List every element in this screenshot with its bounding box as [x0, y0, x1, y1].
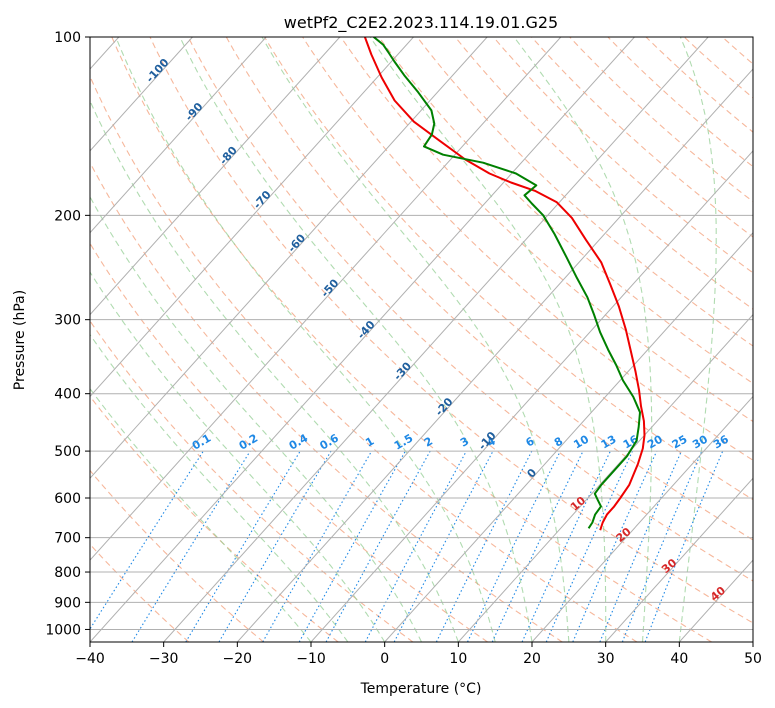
temperature-profile-line — [363, 37, 646, 531]
moist-adiabat-line — [90, 271, 386, 642]
x-tick-label: 30 — [597, 651, 615, 667]
isotherm-gridline — [163, 37, 709, 642]
y-tick-label: 100 — [54, 30, 81, 46]
mixing-ratio-line — [298, 450, 406, 642]
y-tick-label: 900 — [54, 595, 81, 611]
mixing-ratio-line — [572, 450, 658, 642]
isotherm-gridline — [236, 68, 753, 642]
isotherm-gridline — [531, 395, 753, 642]
mixing-ratio-line — [325, 450, 431, 642]
dry-adiabat-line — [90, 395, 339, 642]
x-axis-ticks: −40 −30 −20 −10 0 10 20 30 40 50 — [75, 642, 762, 667]
isotherm-gridlines — [90, 37, 753, 642]
dry-adiabat-line — [90, 161, 563, 642]
y-tick-label: 500 — [54, 444, 81, 460]
isotherm-gridline — [90, 37, 488, 480]
mixing-ratio-line — [644, 450, 724, 642]
dry-adiabat-line — [454, 37, 753, 310]
y-tick-label: 600 — [54, 491, 81, 507]
x-tick-label: 40 — [670, 651, 688, 667]
isotherm-gridline — [90, 37, 193, 152]
sounding-series — [363, 37, 646, 531]
y-tick-label: 800 — [54, 565, 81, 581]
x-tick-label: −40 — [75, 651, 105, 667]
moist-adiabat-line — [90, 333, 349, 642]
y-tick-label: 200 — [54, 208, 81, 224]
chart-title: wetPf2_C2E2.2023.114.19.01.G25 — [284, 13, 558, 33]
isotherm-gridline — [457, 313, 753, 642]
dry-adiabat-line — [90, 543, 190, 642]
isotherm-gridline — [90, 37, 341, 316]
y-tick-label: 700 — [54, 531, 81, 547]
y-axis-label: Pressure (hPa) — [12, 290, 28, 390]
dewpoint-profile-line — [373, 37, 641, 529]
moist-adiabat-line — [261, 37, 570, 642]
mixing-ratio-line — [364, 450, 467, 642]
x-tick-label: 0 — [380, 651, 389, 667]
y-tick-label: 300 — [54, 313, 81, 329]
y-tick-label: 1000 — [45, 622, 81, 638]
moist-adiabat-line — [678, 37, 717, 642]
isotherm-gridline — [90, 37, 414, 398]
x-tick-label: −10 — [296, 651, 326, 667]
x-axis-label: Temperature (°C) — [360, 681, 482, 697]
isotherm-gridline — [384, 231, 753, 642]
mixing-ratio-line — [435, 450, 533, 642]
x-tick-label: −30 — [149, 651, 179, 667]
x-tick-label: 10 — [449, 651, 467, 667]
x-tick-label: 20 — [523, 651, 541, 667]
isotherm-gridline — [90, 37, 562, 561]
isotherm-gridline — [605, 477, 753, 642]
plot-frame — [89, 36, 754, 643]
x-tick-label: 50 — [744, 651, 762, 667]
y-axis-ticks: 100 200 300 400 500 600 700 800 900 1000 — [45, 30, 90, 638]
mixing-ratio-line — [90, 450, 204, 630]
moist-adiabat-line — [179, 37, 533, 642]
x-tick-label: −20 — [223, 651, 253, 667]
isotherm-gridline — [310, 150, 753, 642]
moist-adiabat-line — [90, 99, 459, 642]
dry-adiabat-line — [149, 37, 753, 624]
moist-adiabat-line — [513, 37, 653, 642]
dry-adiabat-line — [90, 469, 264, 642]
moist-adiabat-line — [369, 37, 607, 642]
isotherm-gridline — [90, 37, 635, 642]
mixing-ratio-line — [545, 450, 633, 642]
mixing-ratio-line — [621, 450, 703, 642]
y-tick-label: 400 — [54, 387, 81, 403]
isotherm-gridline — [90, 37, 267, 234]
dry-adiabat-line — [416, 37, 753, 347]
mixing-ratio-line — [599, 450, 682, 642]
moist-adiabat-line — [115, 37, 496, 642]
dry-adiabat-line — [90, 242, 488, 642]
